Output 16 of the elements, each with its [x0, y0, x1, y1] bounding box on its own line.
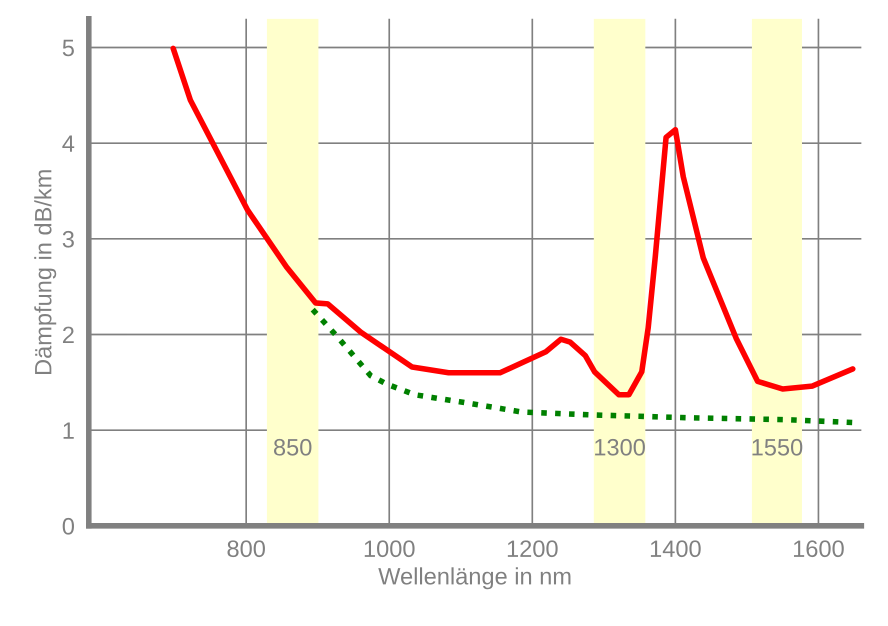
y-tick-label: 1: [64, 422, 74, 439]
band-label: 1550: [752, 438, 802, 456]
x-tick-label: 800: [228, 540, 265, 558]
y-tick-label: 0: [62, 518, 74, 535]
band-label: 1300: [595, 438, 645, 456]
y-tick-label: 5: [62, 40, 74, 56]
x-tick-label: 1400: [650, 540, 701, 558]
x-tick-label: 1600: [794, 540, 844, 558]
y-tick-label: 3: [62, 230, 74, 248]
y-tick-label: 2: [62, 326, 74, 344]
y-tick-label: 4: [62, 135, 74, 152]
x-tick-label: 1200: [508, 540, 558, 558]
x-axis-title: Wellenlänge in nm: [378, 567, 570, 590]
x-tick-label: 1000: [364, 540, 415, 558]
y-axis-title: Dämpfung in dB/km: [34, 170, 56, 374]
band-label: 850: [274, 438, 312, 456]
